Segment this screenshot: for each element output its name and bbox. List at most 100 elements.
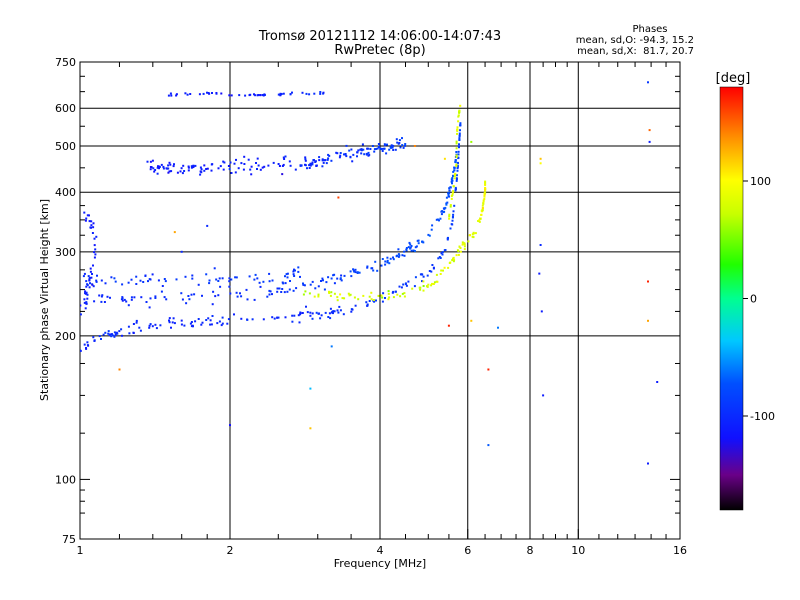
data-point [398,142,401,144]
data-point [422,280,425,283]
data-point [226,322,229,325]
data-point [180,319,183,322]
data-point [233,162,236,165]
data-point [144,274,147,277]
data-point [343,153,345,156]
data-point [356,155,358,158]
data-point [401,144,404,147]
data-point [456,169,459,172]
data-point [458,146,460,149]
data-point [487,444,490,447]
data-point [329,307,332,310]
data-point [254,94,257,97]
data-point [194,164,197,167]
data-point [422,289,425,292]
data-point [251,318,254,321]
data-point [191,277,194,280]
data-point [83,211,86,214]
data-point [83,301,86,304]
data-point [325,162,328,165]
data-point [455,142,458,145]
data-point [85,347,88,350]
data-point [374,260,377,263]
data-point [253,298,256,301]
data-point [430,270,433,273]
data-point [247,158,250,161]
data-point [336,309,339,312]
data-point [327,157,330,160]
data-point [396,293,399,296]
data-point [381,150,384,152]
data-point [92,285,95,288]
data-point [459,129,461,132]
data-point [398,254,401,257]
data-point [447,266,450,269]
data-point [112,334,115,337]
data-point [404,144,406,147]
data-point [255,162,257,164]
data-point [210,323,213,326]
data-point [302,293,305,296]
data-point [85,291,88,294]
x-tick-label: 16 [673,544,687,557]
data-point [321,165,324,168]
data-point [319,91,322,93]
data-point [324,159,327,162]
data-point [277,93,280,96]
data-point [415,245,418,248]
data-point [262,318,265,321]
data-point [352,268,355,271]
data-point [484,188,487,191]
data-point [160,163,163,166]
data-point [442,207,445,210]
data-point [440,252,443,255]
data-point [111,333,113,336]
data-point [451,182,453,185]
data-point [216,322,219,325]
data-point [384,297,386,299]
data-point [319,317,322,320]
data-point [220,324,223,327]
data-point [338,156,341,159]
data-point [417,242,420,245]
data-point [219,285,222,288]
data-point [190,165,193,168]
data-point [132,332,135,334]
data-point [451,191,454,194]
data-point [647,81,649,84]
data-point [339,277,342,280]
data-point [135,275,138,278]
data-point [103,301,106,303]
data-point [257,164,260,167]
data-point [86,214,89,217]
data-point [229,161,232,164]
data-point [453,175,456,177]
data-point [101,294,104,297]
data-point [384,263,387,266]
data-point [147,280,149,283]
data-point [455,140,458,143]
data-point [217,280,220,282]
data-point [276,287,279,290]
data-point [403,254,406,257]
data-point [439,217,442,220]
data-point [322,279,324,282]
data-point [453,177,456,180]
data-point [387,292,390,295]
data-point [330,291,333,294]
data-point [88,276,91,279]
data-point [372,269,375,272]
data-point [130,278,133,281]
data-point [450,195,453,197]
data-point [94,248,97,251]
data-point [455,156,458,159]
data-point [317,295,320,298]
data-point [447,324,450,327]
data-point [375,148,378,150]
data-point [459,122,462,125]
data-point [459,250,462,253]
data-point [92,336,95,339]
data-point [454,159,457,162]
data-point [90,276,93,279]
data-point [407,280,410,283]
